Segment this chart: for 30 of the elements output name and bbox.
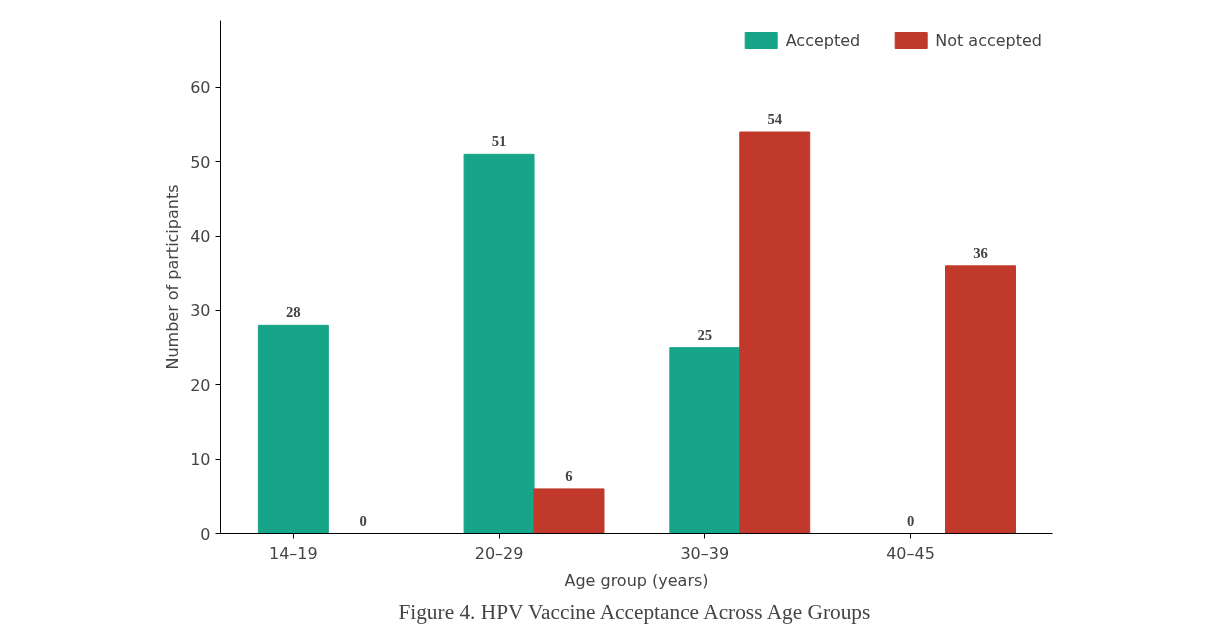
- y-tick-label: 40: [190, 227, 211, 247]
- y-tick-label: 0: [200, 524, 211, 544]
- data-label: 6: [565, 467, 573, 484]
- data-label: 0: [906, 512, 915, 529]
- y-tick-label: 30: [190, 301, 211, 321]
- y-tick-label: 20: [190, 375, 211, 395]
- bar: [739, 131, 811, 534]
- bar: [669, 347, 741, 534]
- data-label: 54: [767, 111, 783, 128]
- data-label: 28: [286, 304, 301, 321]
- caption: Figure 4. HPV Vaccine Acceptance Across Age Groups: [398, 599, 871, 624]
- legend-label: Accepted: [785, 30, 861, 50]
- bar: [533, 488, 605, 534]
- y-tick-label: 50: [190, 152, 211, 172]
- y-tick-label: 60: [190, 78, 211, 98]
- bar: [463, 153, 535, 534]
- x-tick-label: 14–19: [268, 543, 318, 563]
- legend-label: Not accepted: [935, 30, 1042, 50]
- y-axis-title: Number of participants: [163, 184, 183, 370]
- bar: [257, 324, 329, 534]
- x-axis-title: Age group (years): [564, 570, 709, 590]
- x-tick-label: 20–29: [474, 543, 524, 563]
- data-label: 0: [359, 512, 367, 529]
- y-tick-label: 10: [190, 450, 211, 470]
- x-tick-label: 30–39: [680, 543, 730, 563]
- data-label: 25: [697, 326, 713, 343]
- data-label: 36: [973, 244, 988, 261]
- data-label: 51: [491, 133, 507, 150]
- bar: [945, 265, 1016, 534]
- x-tick-label: 40–45: [886, 543, 935, 563]
